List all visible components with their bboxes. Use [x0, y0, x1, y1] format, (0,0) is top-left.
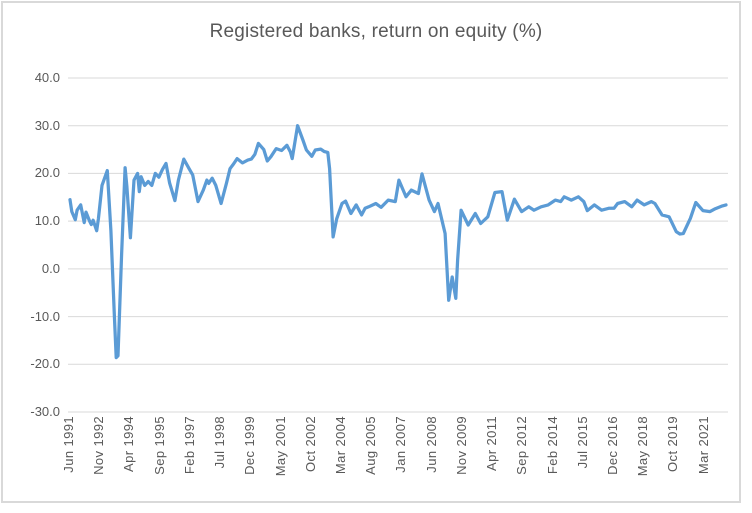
y-tick-label: -10.0 [30, 308, 60, 324]
x-tick-label: Apr 2011 [484, 416, 500, 471]
y-tick-label: 40.0 [34, 70, 60, 85]
chart-title: Registered banks, return on equity (%) [209, 21, 543, 42]
x-tick-label: Oct 2019 [665, 416, 681, 472]
x-tick-label: Mar 2004 [333, 416, 348, 475]
x-tick-label: May 2018 [635, 416, 651, 477]
y-tick-label: 10.0 [34, 213, 60, 229]
x-tick-label: Jul 2015 [574, 416, 590, 469]
roe-line-chart [68, 77, 728, 413]
x-tick-label: Dec 2016 [605, 416, 620, 475]
x-tick-label: Sep 1995 [151, 416, 167, 475]
x-tick-label: Jun 1991 [61, 416, 76, 473]
y-tick-label: -30.0 [30, 404, 60, 419]
roe-series-line [68, 124, 728, 360]
y-tick-label: 0.0 [41, 260, 60, 276]
x-tick-label: May 2001 [272, 416, 288, 477]
x-tick-label: Jan 2007 [393, 416, 409, 473]
x-tick-label: Nov 1992 [91, 416, 107, 475]
x-tick-label: Dec 1999 [242, 416, 258, 475]
x-tick-label: Apr 1994 [121, 416, 137, 472]
chart-border [1, 1, 741, 503]
x-tick-label: Sep 2012 [514, 416, 530, 475]
x-tick-label: Oct 2002 [302, 416, 318, 472]
y-tick-label: -20.0 [30, 356, 60, 372]
x-axis-labels: Jun 1991 Nov 1992 Apr 1994 Sep 1995 Feb 1997… [0, 416, 752, 501]
x-tick-label: Feb 2014 [544, 416, 560, 475]
x-tick-label: Nov 2009 [453, 416, 469, 475]
x-tick-label: Feb 1997 [181, 416, 197, 475]
y-tick-label: 20.0 [34, 165, 60, 181]
y-axis-labels: 40.0 30.0 20.0 10.0 0.0 -10.0 -20.0 -30.0 [14, 0, 60, 430]
x-tick-label: Mar 2021 [695, 416, 711, 475]
x-tick-label: Aug 2005 [363, 416, 379, 475]
x-tick-label: Jul 1998 [212, 416, 228, 469]
y-tick-label: 30.0 [34, 117, 60, 133]
x-tick-label: Jun 2008 [423, 416, 439, 473]
